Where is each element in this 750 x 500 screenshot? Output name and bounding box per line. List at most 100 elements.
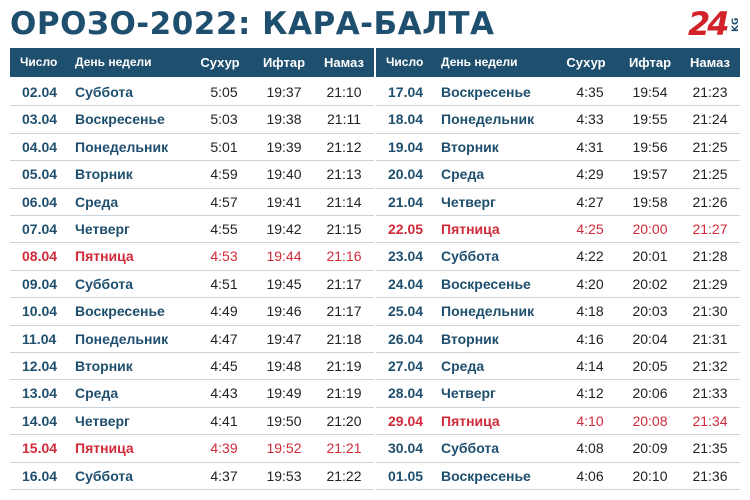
- cell-suhur: 4:22: [576, 248, 604, 265]
- header-day: День недели: [75, 55, 152, 69]
- cell-iftar: 20:05: [632, 358, 668, 374]
- cell-suhur: 4:20: [576, 275, 604, 292]
- cell-iftar: 19:45: [266, 275, 302, 292]
- cell-suhur: 4:57: [210, 193, 238, 210]
- cell-iftar: 19:55: [632, 111, 668, 128]
- cell-day: Вторник: [75, 166, 133, 183]
- cell-suhur: 4:10: [576, 412, 604, 429]
- cell-day: Суббота: [441, 248, 500, 265]
- cell-namaz: 21:14: [326, 193, 362, 210]
- cell-date: 05.04: [22, 166, 58, 183]
- cell-date: 22.05: [388, 221, 424, 237]
- table-header: Число День недели Сухур Ифтар Намаз: [10, 48, 374, 77]
- cell-namaz: 21:19: [326, 385, 362, 402]
- cell-suhur: 4:16: [576, 330, 604, 347]
- cell-suhur: 4:43: [210, 385, 238, 402]
- table-row: 30.04 Суббота 4:08 20:09 21:35: [376, 435, 740, 463]
- cell-namaz: 21:31: [692, 330, 728, 347]
- cell-day: Суббота: [75, 467, 134, 484]
- header-namaz: Намаз: [690, 55, 730, 70]
- brand-logo: 24 KG: [688, 6, 744, 46]
- cell-iftar: 20:06: [632, 385, 668, 402]
- cell-suhur: 4:35: [576, 84, 604, 100]
- cell-suhur: 4:31: [576, 138, 604, 155]
- table-row: 01.05 Воскресенье 4:06 20:10 21:36: [376, 463, 740, 490]
- cell-suhur: 4:33: [576, 111, 604, 128]
- cell-suhur: 5:01: [210, 138, 238, 155]
- table-row: 18.04 Понедельник 4:33 19:55 21:24: [376, 106, 740, 134]
- table-row: 21.04 Четверг 4:27 19:58 21:26: [376, 189, 740, 216]
- cell-iftar: 19:58: [632, 193, 668, 210]
- cell-suhur: 4:49: [210, 303, 238, 320]
- cell-suhur: 4:59: [210, 166, 238, 183]
- table-row: 10.04 Воскресенье 4:49 19:46 21:17: [10, 298, 374, 326]
- cell-suhur: 4:29: [576, 166, 604, 183]
- cell-date: 19.04: [388, 138, 424, 155]
- header-day: День недели: [441, 55, 518, 69]
- cell-day: Пятница: [75, 248, 134, 265]
- cell-date: 06.04: [22, 193, 58, 210]
- cell-namaz: 21:25: [692, 166, 728, 183]
- cell-day: Воскресенье: [441, 84, 531, 100]
- page-title: ОРОЗО-2022: КАРА-БАЛТА: [10, 6, 495, 42]
- cell-day: Четверг: [441, 193, 496, 210]
- table-row: 06.04 Среда 4:57 19:41 21:14: [10, 189, 374, 216]
- cell-iftar: 19:42: [266, 221, 302, 237]
- cell-suhur: 4:39: [210, 440, 238, 457]
- cell-date: 16.04: [22, 467, 58, 484]
- cell-day: Вторник: [441, 138, 499, 155]
- cell-suhur: 4:14: [576, 358, 604, 374]
- cell-suhur: 4:55: [210, 221, 238, 237]
- cell-iftar: 19:56: [632, 138, 668, 155]
- table-row: 26.04 Вторник 4:16 20:04 21:31: [376, 326, 740, 353]
- cell-namaz: 21:20: [326, 412, 362, 429]
- cell-namaz: 21:13: [326, 166, 362, 183]
- cell-date: 04.04: [22, 138, 58, 155]
- table-row: 25.04 Понедельник 4:18 20:03 21:30: [376, 298, 740, 326]
- cell-day: Суббота: [75, 275, 134, 292]
- cell-iftar: 20:02: [632, 275, 668, 292]
- header-date: Число: [386, 55, 424, 69]
- cell-namaz: 21:30: [692, 303, 728, 320]
- cell-day: Воскресенье: [75, 111, 165, 128]
- table-row: 15.04 Пятница 4:39 19:52 21:21: [10, 435, 374, 463]
- cell-suhur: 4:08: [576, 440, 604, 457]
- cell-suhur: 4:25: [576, 221, 604, 237]
- cell-suhur: 4:06: [576, 467, 604, 484]
- cell-iftar: 19:48: [266, 358, 302, 374]
- cell-namaz: 21:19: [326, 358, 362, 374]
- header-date: Число: [20, 55, 58, 69]
- header-namaz: Намаз: [324, 55, 364, 70]
- table-row: 05.04 Вторник 4:59 19:40 21:13: [10, 161, 374, 189]
- table-row: 08.04 Пятница 4:53 19:44 21:16: [10, 243, 374, 271]
- cell-suhur: 4:51: [210, 275, 238, 292]
- cell-iftar: 19:50: [266, 412, 302, 429]
- cell-day: Среда: [441, 358, 485, 374]
- cell-day: Вторник: [75, 358, 133, 374]
- cell-iftar: 19:40: [266, 166, 302, 183]
- table-row: 16.04 Суббота 4:37 19:53 21:22: [10, 463, 374, 490]
- cell-date: 27.04: [388, 358, 424, 374]
- cell-day: Понедельник: [75, 330, 169, 347]
- cell-suhur: 5:03: [210, 111, 238, 128]
- cell-suhur: 4:18: [576, 303, 604, 320]
- cell-date: 13.04: [22, 385, 58, 402]
- cell-date: 26.04: [388, 330, 424, 347]
- cell-day: Среда: [75, 385, 119, 402]
- cell-day: Среда: [75, 193, 119, 210]
- cell-namaz: 21:24: [692, 111, 728, 128]
- header-iftar: Ифтар: [262, 55, 306, 70]
- cell-day: Суббота: [441, 440, 500, 457]
- cell-namaz: 21:12: [326, 138, 362, 155]
- cell-day: Пятница: [75, 440, 134, 457]
- cell-namaz: 21:26: [692, 193, 728, 210]
- cell-day: Вторник: [441, 330, 499, 347]
- cell-namaz: 21:15: [326, 221, 362, 237]
- cell-date: 30.04: [388, 440, 424, 457]
- table-row: 24.04 Воскресенье 4:20 20:02 21:29: [376, 271, 740, 299]
- table-row: 27.04 Среда 4:14 20:05 21:32: [376, 353, 740, 381]
- cell-iftar: 19:54: [632, 84, 668, 100]
- cell-iftar: 19:44: [266, 248, 302, 265]
- table-row: 03.04 Воскресенье 5:03 19:38 21:11: [10, 106, 374, 134]
- cell-date: 02.04: [22, 84, 58, 100]
